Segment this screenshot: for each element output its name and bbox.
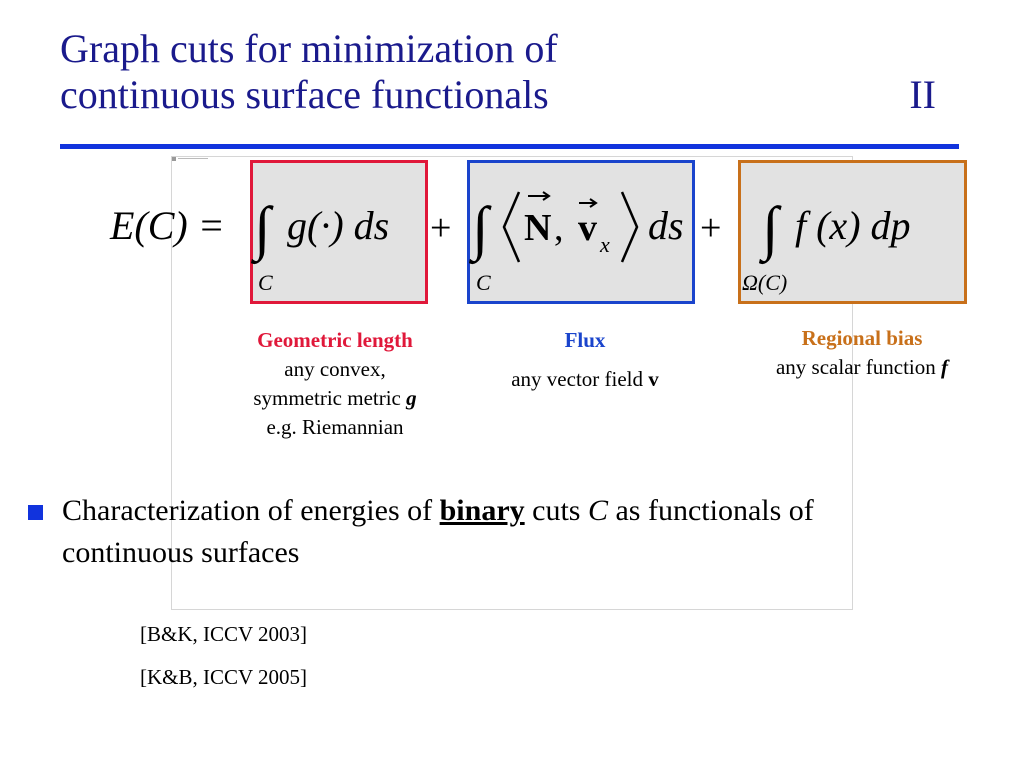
integral-sign-3: ∫ <box>759 195 782 265</box>
regional-term-body: any scalar function f <box>724 353 1000 382</box>
geometric-term-line2: symmetric metric g <box>210 384 460 413</box>
scalar-symbol-f: f <box>941 355 949 379</box>
plus-sign-2: + <box>700 207 721 249</box>
title-divider <box>60 144 959 149</box>
section-number: II <box>909 72 936 117</box>
integral-sign-2: ∫ <box>469 195 492 265</box>
flux-term-label: Flux any vector field v <box>470 326 700 394</box>
formula-flux-comma: , <box>554 207 564 249</box>
formula-term-regional: f (x) dp <box>795 203 911 248</box>
regional-term-label: Regional bias any scalar function f <box>724 324 1000 382</box>
formula-flux-subscript: x <box>599 232 610 257</box>
bullet-text-start: Characterization of energies of <box>62 494 440 527</box>
flux-term-title: Flux <box>564 328 606 352</box>
formula-sub-flux: C <box>476 270 491 295</box>
regional-term-body-text: any scalar function <box>775 355 942 379</box>
integral-sign-1: ∫ <box>251 195 274 265</box>
formula-flux-vector: v <box>578 207 597 249</box>
bullet-text: Characterization of energies of binary c… <box>62 490 862 574</box>
geometric-term-line2-text: symmetric metric <box>253 386 407 410</box>
formula-sub-regional: Ω(C) <box>742 270 787 295</box>
geometric-term-box <box>250 160 428 304</box>
bullet-var-c: C <box>587 494 608 527</box>
geometric-term-title: Geometric length <box>257 328 413 352</box>
regional-term-title: Regional bias <box>801 326 923 350</box>
geometric-term-line3: e.g. Riemannian <box>266 415 404 439</box>
reference-2: [K&B, ICCV 2005] <box>140 665 308 689</box>
metric-symbol-g: g <box>406 386 417 410</box>
embedded-figure-frame <box>171 156 853 610</box>
reference-1: [B&K, ICCV 2003] <box>140 622 308 646</box>
bullet-square-icon <box>28 505 43 520</box>
bullet-emphasis-binary: binary <box>439 494 525 527</box>
flux-term-body-text: any vector field <box>511 367 649 391</box>
formula-sub-geometric: C <box>258 270 273 295</box>
formula-flux-normal: N <box>524 207 551 249</box>
geometric-term-label: Geometric length any convex, symmetric m… <box>210 326 460 442</box>
energy-formula: E(C) = ∫ g(·) ds C + ∫ N , v x ds C + ∫ … <box>109 191 911 295</box>
formula-term-geometric: g(·) ds <box>287 203 389 248</box>
angle-bracket-right <box>620 191 639 263</box>
arrow-over-v <box>579 198 598 208</box>
title-line-2: continuous surface functionals <box>60 72 549 117</box>
formula-lhs: E(C) = <box>109 203 225 248</box>
bullet-text-mid: cuts <box>524 494 588 527</box>
angle-bracket-left <box>502 191 521 263</box>
geometric-term-line1: any convex, <box>284 357 386 381</box>
plus-sign-1: + <box>430 207 451 249</box>
bullet-text-end: as functionals of continuous surfaces <box>62 494 814 569</box>
embedded-figure-caption <box>172 157 208 161</box>
regional-term-box <box>738 160 967 304</box>
title-line-1: Graph cuts for minimization of <box>60 26 558 71</box>
flux-term-body: any vector field v <box>470 365 700 394</box>
slide-title: Graph cuts for minimization of continuou… <box>60 26 940 118</box>
vector-symbol-v: v <box>648 367 659 391</box>
formula-flux-ds: ds <box>648 203 684 248</box>
arrow-over-N <box>528 191 551 201</box>
